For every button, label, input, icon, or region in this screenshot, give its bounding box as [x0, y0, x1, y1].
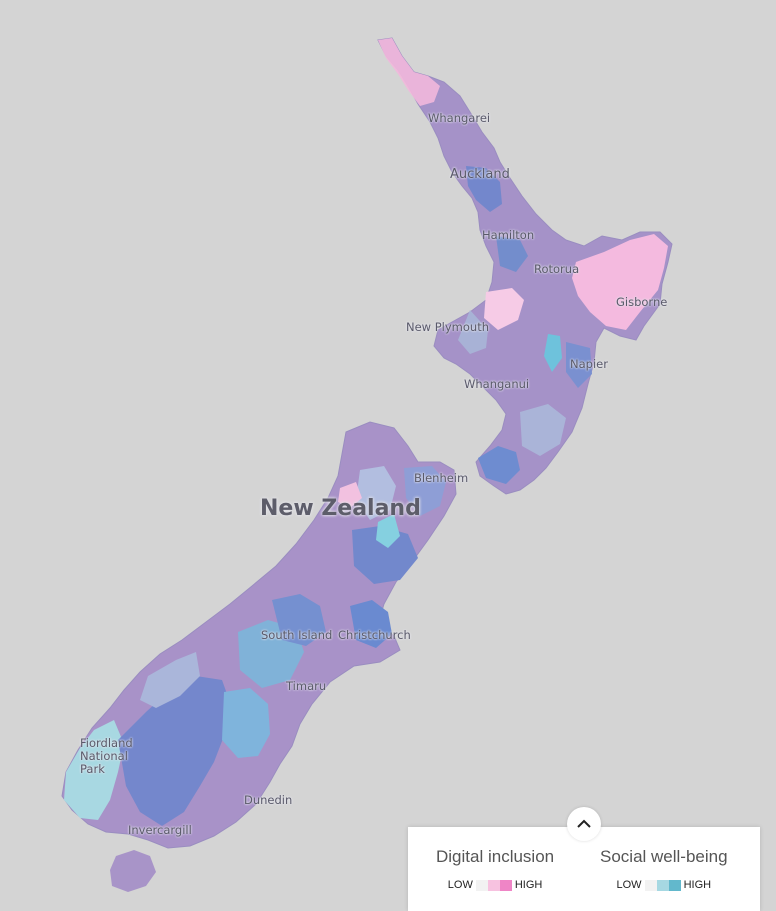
- chevron-up-icon: [577, 819, 591, 828]
- color-scale: LOW HIGH: [600, 879, 728, 891]
- legend-panel: Digital inclusion LOW HIGH Social well-b…: [408, 827, 760, 911]
- central-blue-region[interactable]: [458, 310, 488, 354]
- place-label: Christchurch: [338, 628, 411, 642]
- north-island[interactable]: [377, 37, 673, 495]
- swatch: [499, 879, 512, 891]
- hamilton-blue-region[interactable]: [496, 236, 528, 272]
- place-label: Invercargill: [128, 823, 192, 837]
- social-wellbeing-legend: Social well-being LOW HIGH: [600, 847, 728, 891]
- nelson-light-region[interactable]: [356, 466, 396, 520]
- place-label: Gisborne: [616, 295, 668, 309]
- hawkes-bay-blue-region[interactable]: [566, 342, 592, 388]
- place-label: Timaru: [286, 679, 327, 693]
- place-label: Whangarei: [428, 111, 491, 125]
- legend-title: Social well-being: [600, 847, 728, 866]
- color-scale: LOW HIGH: [436, 879, 554, 891]
- auckland-blue-region[interactable]: [466, 166, 502, 212]
- swatch: [475, 879, 488, 891]
- stewart-island[interactable]: [110, 850, 156, 892]
- hanmer-cyan-region[interactable]: [376, 514, 400, 548]
- scale-high-label: HIGH: [683, 879, 712, 891]
- scale-high-label: HIGH: [514, 879, 543, 891]
- scale-low-label: LOW: [447, 879, 473, 891]
- southland-blue-region[interactable]: [118, 676, 232, 826]
- east-cape-pink-region[interactable]: [572, 234, 668, 330]
- place-label: Dunedin: [244, 793, 293, 807]
- place-label: Fiordland National Park: [80, 736, 133, 776]
- nelson-pink-region[interactable]: [338, 482, 362, 508]
- scale-low-label: LOW: [616, 879, 642, 891]
- legend-toggle-button[interactable]: [567, 807, 601, 841]
- swatch: [656, 879, 669, 891]
- napier-cyan-region[interactable]: [544, 334, 562, 372]
- canterbury-blue-region[interactable]: [272, 594, 326, 646]
- west-coast-light-region[interactable]: [140, 652, 200, 708]
- south-island[interactable]: [61, 421, 457, 892]
- swatch: [487, 879, 500, 891]
- wairarapa-light-region[interactable]: [520, 404, 566, 456]
- fiordland-cyan-region[interactable]: [64, 720, 124, 820]
- place-label: Blenheim: [414, 471, 469, 485]
- place-label: New Plymouth: [406, 320, 489, 334]
- northland-pink-region[interactable]: [378, 38, 440, 106]
- place-label: Hamilton: [482, 228, 535, 242]
- marlborough-blue-region[interactable]: [404, 466, 446, 516]
- digital-inclusion-legend: Digital inclusion LOW HIGH: [436, 847, 554, 891]
- north-island-shape[interactable]: [377, 37, 673, 495]
- swatch: [668, 879, 681, 891]
- place-label: Rotorua: [534, 262, 580, 276]
- otago-cyan-region[interactable]: [222, 688, 270, 758]
- place-label: Auckland: [450, 167, 510, 182]
- kaikoura-blue-region[interactable]: [352, 526, 418, 584]
- place-label: Whanganui: [464, 377, 530, 391]
- country-label: New Zealand: [260, 496, 421, 521]
- swatch: [644, 879, 657, 891]
- legend-title: Digital inclusion: [436, 847, 555, 866]
- place-label: South Island: [261, 628, 333, 642]
- christchurch-blue-region[interactable]: [350, 600, 392, 648]
- taupo-pink-region[interactable]: [484, 288, 524, 330]
- place-label: Napier: [570, 357, 608, 371]
- wellington-blue-region[interactable]: [478, 446, 520, 484]
